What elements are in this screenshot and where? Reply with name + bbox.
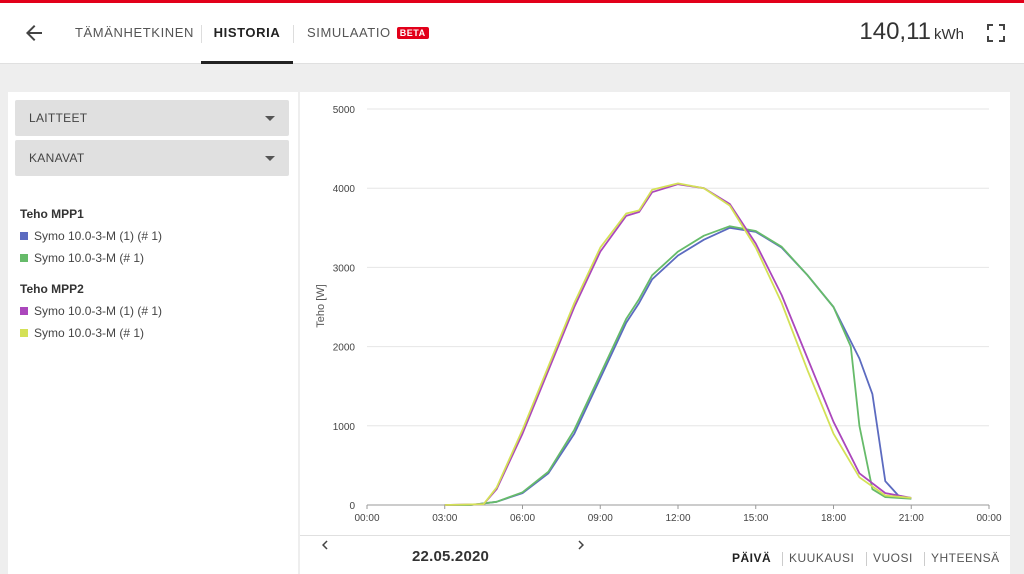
- x-tick-label: 00:00: [976, 513, 1001, 524]
- arrow-left-icon[interactable]: [22, 21, 46, 45]
- chevron-left-icon[interactable]: [316, 536, 334, 554]
- tab-divider: [293, 25, 294, 43]
- energy-value: 140,11: [859, 18, 931, 45]
- channels-dropdown-label: KANAVAT: [29, 151, 85, 165]
- series-line: [444, 182, 912, 506]
- y-tick-label: 2000: [333, 343, 356, 354]
- x-tick-label: 03:00: [432, 513, 457, 524]
- y-tick-label: 1000: [333, 422, 356, 433]
- x-tick-label: 21:00: [899, 513, 924, 524]
- energy-total: 140,11 kWh: [859, 18, 964, 46]
- legend-item-label: Symo 10.0-3-M (# 1): [34, 251, 145, 265]
- x-tick-label: 18:00: [821, 513, 846, 524]
- legend-group-title: Teho MPP1: [20, 207, 84, 221]
- legend-group-title: Teho MPP2: [20, 282, 84, 296]
- x-tick-label: 12:00: [665, 513, 690, 524]
- period-day[interactable]: PÄIVÄ: [732, 551, 772, 565]
- devices-dropdown-label: LAITTEET: [29, 111, 88, 125]
- x-tick-label: 09:00: [588, 513, 613, 524]
- beta-badge: BETA: [396, 27, 429, 39]
- legend-swatch: [20, 254, 28, 262]
- period-year[interactable]: VUOSI: [873, 551, 913, 565]
- period-divider: [924, 552, 925, 566]
- caret-down-icon: [265, 156, 275, 161]
- y-tick-label: 5000: [333, 105, 356, 116]
- chart-series: [444, 182, 912, 506]
- chevron-right-icon[interactable]: [572, 536, 590, 554]
- legend-item[interactable]: Symo 10.0-3-M (1) (# 1): [20, 304, 162, 318]
- legend-item[interactable]: Symo 10.0-3-M (# 1): [20, 326, 144, 340]
- power-chart: 0 1000 2000 3000 4000 5000 00:00 03:00 06:00 09:…: [315, 105, 1002, 524]
- top-header: TÄMÄNHETKINEN HISTORIA SIMULAATIO BETA 14…: [0, 3, 1024, 64]
- filter-panel: LAITTEET KANAVAT Teho MPP1 Symo 10.0-3-M…: [8, 92, 298, 574]
- current-date: 22.05.2020: [412, 548, 490, 565]
- period-divider: [866, 552, 867, 566]
- series-line: [444, 226, 912, 506]
- tab-divider: [201, 25, 202, 43]
- y-tick-label: 3000: [333, 263, 356, 274]
- legend-item[interactable]: Symo 10.0-3-M (# 1): [20, 251, 144, 265]
- period-month[interactable]: KUUKAUSI: [789, 551, 855, 565]
- series-line: [444, 183, 912, 506]
- x-tick-label: 06:00: [510, 513, 535, 524]
- chart-grid: [367, 108, 989, 506]
- y-axis-label: Teho [W]: [315, 284, 327, 327]
- x-tick-label: 00:00: [354, 513, 379, 524]
- series-line: [444, 225, 912, 506]
- legend-item-label: Symo 10.0-3-M (1) (# 1): [34, 304, 163, 318]
- legend-swatch: [20, 307, 28, 315]
- y-tick-label: 4000: [333, 184, 356, 195]
- legend-swatch: [20, 329, 28, 337]
- x-tick-label: 15:00: [743, 513, 768, 524]
- accent-top-line: [0, 0, 1024, 3]
- tab-simulation[interactable]: SIMULAATIO BETA: [307, 3, 429, 64]
- fullscreen-icon[interactable]: [984, 21, 1008, 45]
- tab-current[interactable]: TÄMÄNHETKINEN: [75, 25, 195, 40]
- period-total[interactable]: YHTEENSÄ: [931, 551, 1000, 565]
- x-axis: 00:00 03:00 06:00 09:00 12:00 15:00 18:00 21:00…: [354, 505, 1002, 524]
- y-tick-label: 0: [349, 501, 355, 512]
- chart-panel: 0 1000 2000 3000 4000 5000 00:00 03:00 06:00 09:…: [300, 92, 1010, 574]
- legend-item[interactable]: Symo 10.0-3-M (1) (# 1): [20, 229, 162, 243]
- channels-dropdown[interactable]: KANAVAT: [15, 140, 289, 176]
- legend-item-label: Symo 10.0-3-M (1) (# 1): [34, 229, 163, 243]
- tab-simulation-label: SIMULAATIO: [307, 25, 391, 40]
- period-divider: [782, 552, 783, 566]
- y-axis: 0 1000 2000 3000 4000 5000: [333, 105, 356, 512]
- devices-dropdown[interactable]: LAITTEET: [15, 100, 289, 136]
- date-navigation-bar: 22.05.2020 PÄIVÄ KUUKAUSI VUOSI YHTEENSÄ: [300, 535, 1010, 574]
- tab-history[interactable]: HISTORIA: [201, 3, 293, 64]
- legend-item-label: Symo 10.0-3-M (# 1): [34, 326, 145, 340]
- legend-swatch: [20, 232, 28, 240]
- caret-down-icon: [265, 116, 275, 121]
- energy-unit: kWh: [934, 26, 964, 43]
